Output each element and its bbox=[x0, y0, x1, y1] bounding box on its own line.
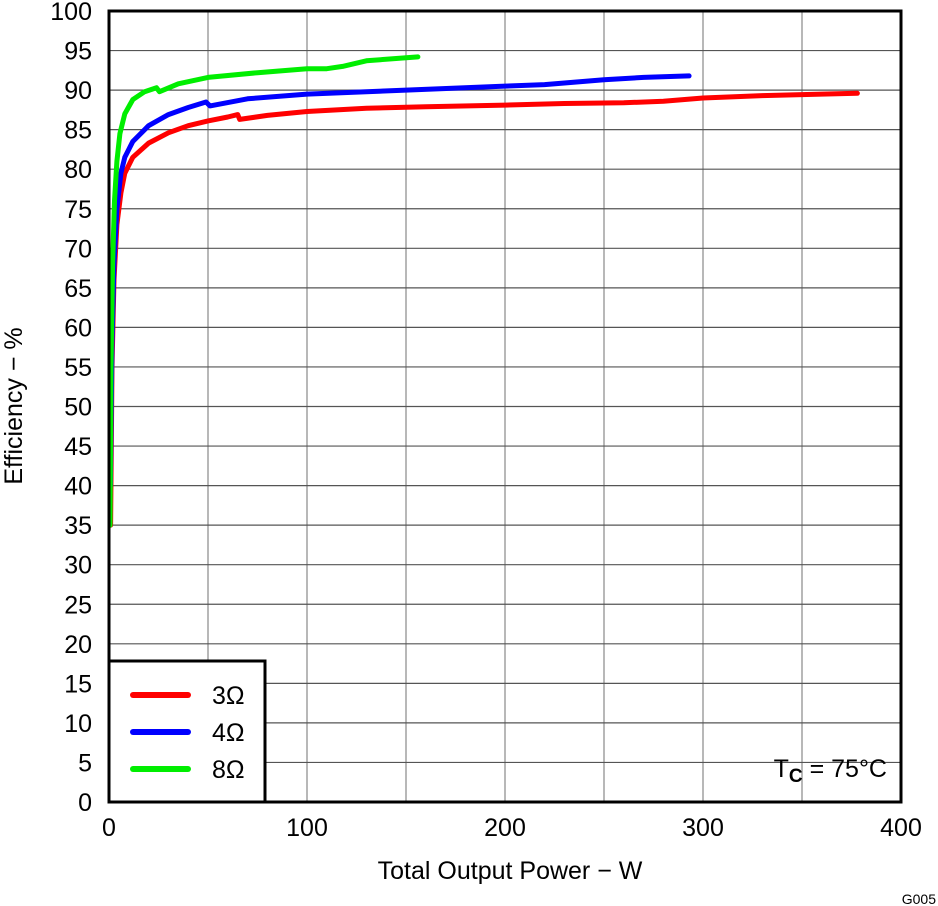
plot-frame bbox=[107, 9, 903, 804]
y-tick-label: 25 bbox=[64, 591, 92, 619]
y-tick-label: 90 bbox=[64, 77, 92, 105]
x-tick-label: 400 bbox=[880, 814, 922, 842]
y-tick-label: 30 bbox=[64, 552, 92, 580]
x-tick-label: 300 bbox=[682, 814, 724, 842]
y-tick-label: 40 bbox=[64, 473, 92, 501]
legend-label: 3Ω bbox=[212, 682, 245, 710]
y-tick-label: 45 bbox=[64, 433, 92, 461]
y-tick-label: 85 bbox=[64, 117, 92, 145]
y-tick-label: 95 bbox=[64, 38, 92, 66]
y-tick-label: 10 bbox=[64, 710, 92, 738]
legend: 3Ω 4Ω 8Ω bbox=[107, 659, 267, 804]
series-line-4Ω bbox=[107, 73, 692, 489]
y-tick-label: 0 bbox=[78, 789, 92, 817]
annotation-temperature: TC = 75°C bbox=[774, 755, 887, 787]
y-tick-label: 20 bbox=[64, 631, 92, 659]
y-tick-labels: 0 5 10 15 20 25 30 35 40 45 50 55 60 65 70 75 80 85 90 95 10… bbox=[50, 0, 92, 817]
y-axis-label: Efficiency − % bbox=[0, 327, 28, 484]
y-tick-label: 5 bbox=[78, 749, 92, 777]
y-tick-label: 35 bbox=[64, 512, 92, 540]
figure-id: G005 bbox=[902, 891, 936, 906]
x-tick-labels: 0 100 200 300 400 bbox=[102, 814, 922, 842]
x-tick-label: 100 bbox=[286, 814, 328, 842]
y-tick-label: 70 bbox=[64, 235, 92, 263]
series-line-3Ω bbox=[108, 90, 860, 528]
y-tick-label: 65 bbox=[64, 275, 92, 303]
y-tick-label: 60 bbox=[64, 314, 92, 342]
y-tick-label: 55 bbox=[64, 354, 92, 382]
x-tick-label: 200 bbox=[484, 814, 526, 842]
x-tick-label: 0 bbox=[102, 814, 116, 842]
y-tick-label: 50 bbox=[64, 394, 92, 422]
y-tick-label: 80 bbox=[64, 156, 92, 184]
grid bbox=[109, 11, 901, 802]
y-tick-label: 15 bbox=[64, 670, 92, 698]
y-tick-label: 75 bbox=[64, 196, 92, 224]
curves bbox=[107, 54, 860, 528]
series-line-8Ω bbox=[107, 54, 421, 528]
y-tick-label: 100 bbox=[50, 0, 92, 26]
x-axis-label: Total Output Power − W bbox=[378, 857, 643, 885]
legend-label: 4Ω bbox=[212, 719, 245, 747]
legend-label: 8Ω bbox=[212, 756, 245, 784]
